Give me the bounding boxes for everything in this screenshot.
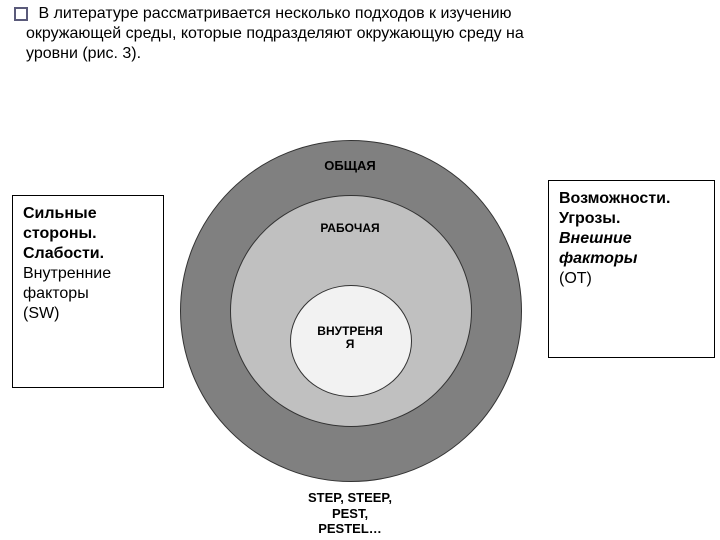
lb-l5: факторы (23, 285, 89, 302)
diagram-caption: STEP, STEEP,PEST,PESTEL… (265, 490, 435, 537)
bullet-icon (14, 7, 28, 21)
right-box-ot: Возможности. Угрозы. Внешние факторы (OT… (548, 180, 715, 358)
label-middle: РАБОЧАЯ (230, 221, 470, 235)
para-line3: уровни (рис. 3). (8, 44, 648, 64)
label-outer: ОБЩАЯ (180, 158, 520, 173)
intro-paragraph: В литературе рассматривается несколько п… (8, 4, 648, 64)
rb-l1: Возможности. (559, 190, 670, 207)
para-line2: окружающей среды, которые подразделяют о… (8, 24, 648, 44)
rb-l5: (OT) (559, 270, 592, 287)
lb-l3: Слабости. (23, 245, 104, 262)
label-inner: ВНУТРЕНЯЯ (290, 325, 410, 351)
lb-l4: Внутренние (23, 265, 111, 282)
rb-l2: Угрозы. (559, 210, 620, 227)
rb-l4: факторы (559, 250, 637, 267)
lb-l1: Сильные (23, 205, 97, 222)
rb-l3: Внешние (559, 230, 632, 247)
lb-l2: стороны. (23, 225, 97, 242)
para-line1: В литературе рассматривается несколько п… (38, 5, 511, 22)
lb-l6: (SW) (23, 305, 59, 322)
left-box-sw: Сильные стороны. Слабости. Внутренние фа… (12, 195, 164, 388)
environment-rings-diagram: ОБЩАЯ РАБОЧАЯ ВНУТРЕНЯЯ (180, 140, 520, 480)
